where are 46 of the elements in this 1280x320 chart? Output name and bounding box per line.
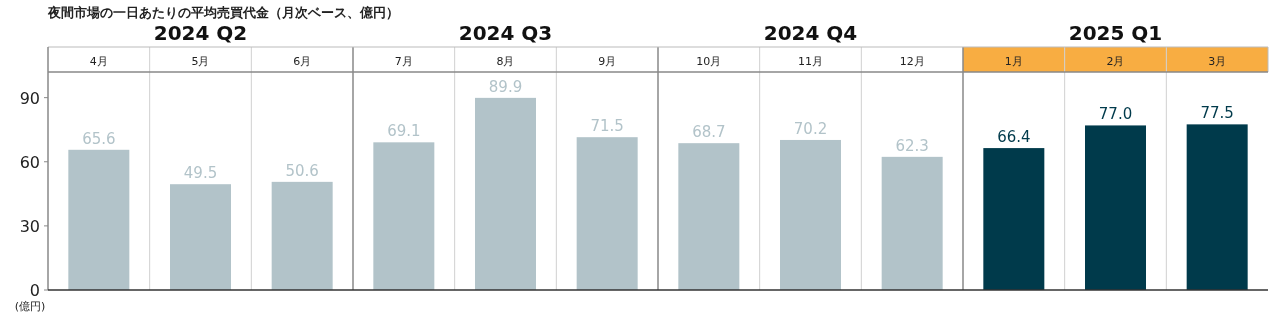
- x-tick-label: 9月: [598, 55, 617, 68]
- bar: [1085, 125, 1146, 290]
- bar: [881, 156, 943, 290]
- x-tick-label: 5月: [191, 55, 210, 68]
- bar: [1186, 124, 1248, 290]
- bar: [780, 139, 841, 290]
- bar: [678, 143, 740, 290]
- text: 2024 Q2: [153, 21, 248, 45]
- bar: [373, 142, 435, 290]
- data-label: 66.4: [997, 128, 1031, 147]
- x-tick-label: 3月: [1208, 55, 1227, 68]
- data-label: 62.3: [895, 136, 929, 155]
- text: 2024 Q4: [763, 21, 858, 45]
- y-tick-label: 60: [19, 152, 40, 172]
- y-tick-label: 90: [19, 88, 40, 108]
- data-label: 68.7: [692, 123, 726, 142]
- data-label: 77.0: [1098, 105, 1133, 124]
- text: 2025 Q1: [1068, 21, 1163, 45]
- data-label: 71.5: [590, 117, 624, 136]
- data-label: 49.5: [183, 164, 218, 183]
- x-tick-label: 1月: [1004, 55, 1023, 68]
- data-label: 69.1: [387, 122, 421, 141]
- y-tick-label: 30: [19, 216, 40, 236]
- data-label: 89.9: [488, 77, 523, 96]
- y-tick-label: 0: [29, 281, 40, 300]
- bar: [170, 184, 231, 290]
- data-label: 50.6: [285, 161, 319, 180]
- bar: [271, 181, 333, 290]
- bar: [475, 97, 536, 290]
- x-tick-label: 8月: [496, 55, 515, 68]
- data-label: 70.2: [793, 119, 828, 138]
- x-tick-label: 6月: [293, 55, 312, 68]
- text: 2024 Q3: [458, 21, 553, 45]
- data-label: 65.6: [82, 129, 116, 148]
- x-tick-label: 4月: [89, 55, 108, 68]
- data-label: 77.5: [1200, 104, 1234, 123]
- bar: [983, 148, 1045, 290]
- x-tick-label: 10月: [696, 55, 722, 68]
- x-tick-label: 11月: [798, 55, 823, 68]
- x-tick-label: 12月: [899, 55, 925, 68]
- bar: [68, 149, 130, 290]
- x-tick-label: 7月: [394, 55, 413, 68]
- chart-title: 夜間市場の一日あたりの平均売買代金（月次ベース、億円）: [47, 5, 399, 20]
- bar: [576, 137, 638, 290]
- y-axis-title: (億円): [14, 300, 46, 313]
- x-tick-label: 2月: [1106, 55, 1125, 68]
